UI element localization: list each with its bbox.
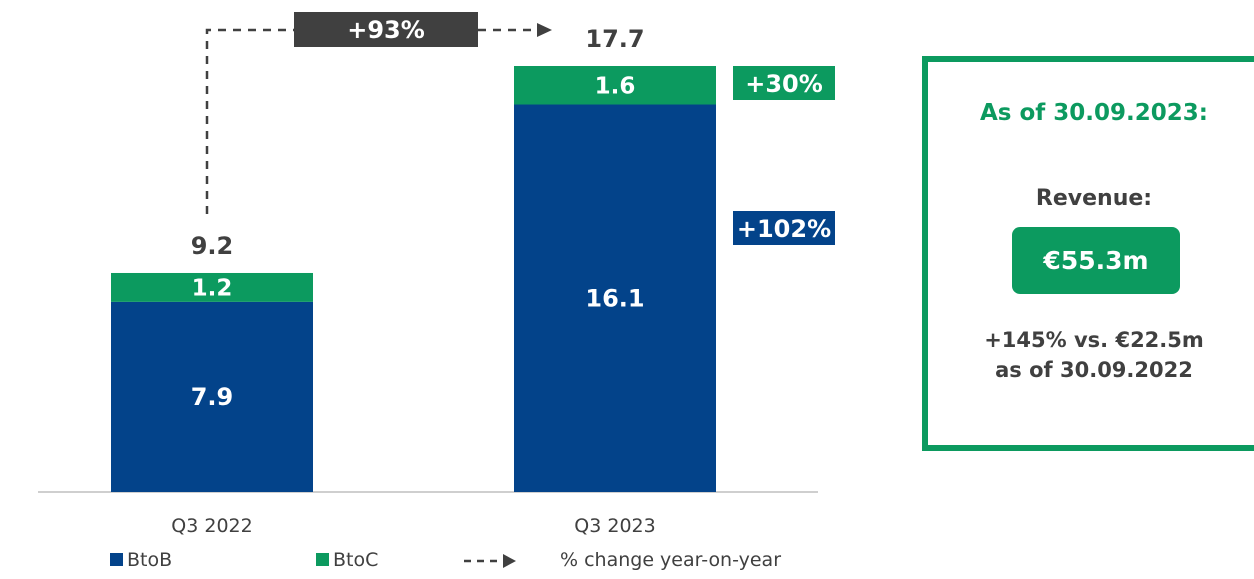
legend-label-btoc: BtoC — [333, 549, 378, 571]
comparison-line-1: +145% vs. €22.5m — [984, 328, 1204, 352]
legend-swatch-btoc — [316, 553, 329, 566]
data-label-btob-1: 16.1 — [585, 284, 644, 312]
growth-badge-btoc: +30% — [745, 70, 823, 98]
stacked-bar-chart: 7.9 1.2 9.2 Q3 2022 16.1 1.6 17.7 Q3 2023 +93% +3… — [38, 12, 835, 571]
growth-badge-btoc-bg — [733, 66, 835, 100]
category-label-1: Q3 2023 — [574, 515, 655, 537]
growth-arrow-path — [205, 28, 294, 214]
comparison-line-2: as of 30.09.2022 — [995, 358, 1193, 382]
bar-btoc-0 — [111, 272, 313, 302]
total-label-1: 17.7 — [585, 25, 644, 53]
bar-btoc-1 — [514, 66, 716, 105]
growth-badge-total: +93% — [347, 16, 425, 44]
growth-badge-btob-bg — [733, 211, 835, 245]
category-label-0: Q3 2022 — [171, 515, 252, 537]
legend-label-btob: BtoB — [127, 549, 172, 571]
revenue-info-box: As of 30.09.2023: Revenue: €55.3m +145% … — [922, 56, 1254, 451]
total-label-0: 9.2 — [191, 232, 234, 260]
growth-badge-btob: +102% — [737, 215, 831, 243]
legend-label-change: % change year-on-year — [560, 549, 781, 571]
growth-badge-total-bg — [294, 12, 478, 47]
bar-btob-0 — [111, 301, 313, 492]
revenue-comparison: +145% vs. €22.5m as of 30.09.2022 — [938, 325, 1250, 385]
growth-arrow-head — [537, 23, 552, 37]
data-label-btoc-0: 1.2 — [192, 275, 233, 301]
revenue-label: Revenue: — [1035, 186, 1153, 211]
revenue-value-badge: €55.3m — [1012, 227, 1180, 294]
bar-btob-1 — [514, 104, 716, 492]
data-label-btoc-1: 1.6 — [595, 73, 636, 99]
legend-swatch-btob — [110, 553, 123, 566]
legend-swatch-change-head — [503, 554, 516, 568]
data-label-btob-0: 7.9 — [191, 383, 234, 411]
info-heading: As of 30.09.2023: — [979, 100, 1208, 126]
